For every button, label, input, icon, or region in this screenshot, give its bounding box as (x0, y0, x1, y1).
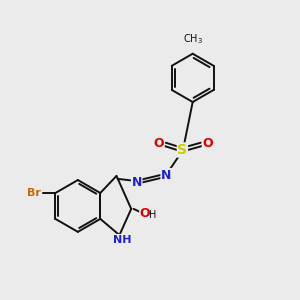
Text: O: O (202, 137, 213, 150)
Text: S: S (177, 143, 188, 157)
Text: Br: Br (26, 188, 40, 198)
Text: O: O (154, 137, 164, 150)
Text: NH: NH (113, 235, 132, 244)
Text: O: O (140, 207, 150, 220)
Text: CH$_3$: CH$_3$ (183, 33, 203, 46)
Text: H: H (149, 210, 157, 220)
Text: N: N (161, 169, 171, 182)
Text: N: N (132, 176, 142, 189)
